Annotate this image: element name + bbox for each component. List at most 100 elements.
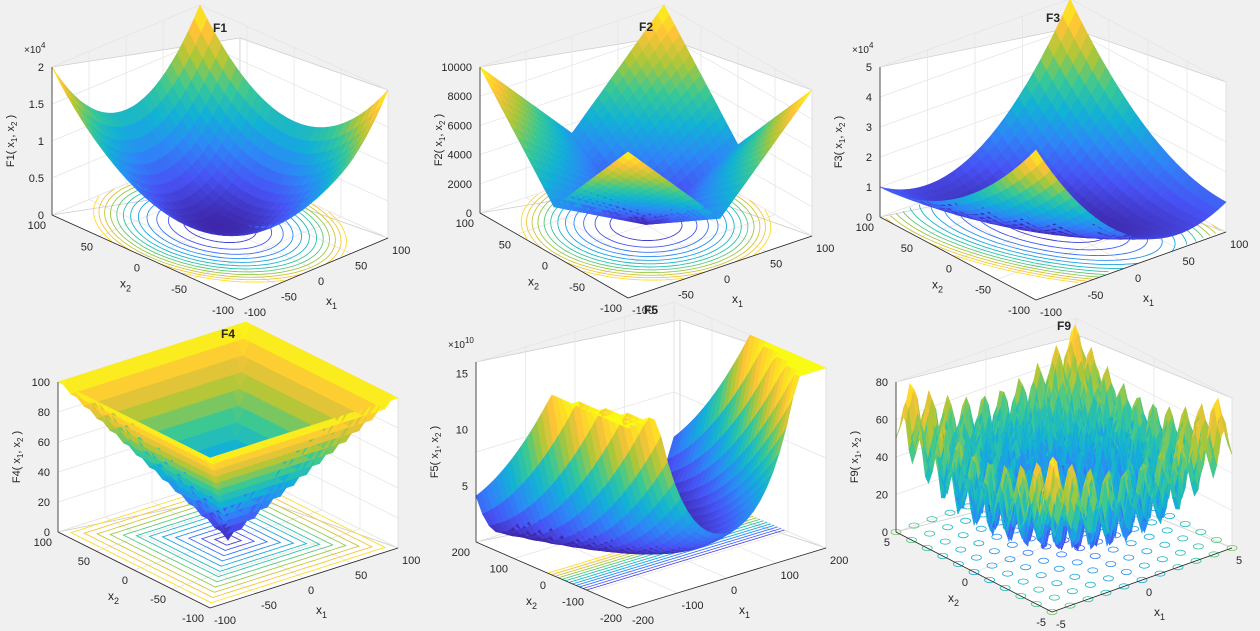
y-tick-label: -100	[182, 613, 204, 625]
x-label-sub: 1	[745, 610, 750, 620]
x-axis-label: x1	[739, 603, 750, 620]
x-tick-label: 50	[355, 261, 367, 273]
y-tick-label: -100	[212, 305, 234, 317]
x-axis-line	[239, 237, 389, 301]
z-label-pre: F4( x	[11, 458, 23, 484]
y-tick-label: 0	[122, 575, 128, 587]
x-tick-label: 50	[770, 259, 782, 271]
x-label-sub: 1	[332, 301, 337, 311]
x-axis-label: x1	[732, 292, 743, 309]
y-label-main: x	[932, 278, 938, 292]
x-tick-label: 50	[355, 570, 367, 582]
chart-f1: 00.511.52-100-50050100-100-50050100F1×10…	[5, 4, 410, 319]
x-tick-label: 50	[1183, 256, 1195, 268]
z-tick-label: 2	[866, 152, 872, 164]
z-label-post: )	[11, 431, 23, 438]
x-tick-label: 100	[816, 243, 834, 255]
z-tick-label: 40	[38, 467, 50, 479]
z-tick-label: 3	[866, 122, 872, 134]
y-label-sub: 2	[114, 596, 119, 606]
chart-title: F1	[213, 21, 227, 35]
z-label-sub1: 1	[838, 138, 847, 143]
z-tick-label: 60	[38, 437, 50, 449]
x-tick-label: 200	[830, 555, 848, 567]
surface-patch	[374, 89, 389, 112]
z-tick-label: 0	[38, 210, 44, 222]
x-tick-label: -200	[632, 615, 654, 627]
x-tick-label: 0	[308, 585, 314, 597]
x-tick-label: -50	[261, 600, 277, 612]
z-label-mid: , x	[433, 125, 445, 137]
z-label-mid: , x	[5, 126, 17, 138]
z-axis-label: F3( x1, x2 )	[833, 116, 847, 168]
z-label-sub2: 2	[10, 121, 19, 126]
y-tick-label: 50	[78, 556, 90, 568]
x-tick-label: -50	[678, 290, 694, 302]
x-tick-label: -100	[1040, 307, 1062, 319]
chart-title: F2	[639, 20, 653, 34]
chart-f2: 0200040006000800010000-100-50050100-100-…	[433, 4, 834, 317]
exponent-base: ×10	[448, 340, 465, 351]
z-tick-label: 20	[38, 497, 50, 509]
x-axis-line	[627, 235, 813, 299]
y-tick-label: 100	[34, 537, 52, 549]
y-tick-label: 100	[490, 564, 508, 576]
y-tick-label: -50	[975, 284, 991, 296]
z-tick-label: 5	[462, 481, 468, 493]
x-axis-label: x1	[1143, 291, 1154, 308]
z-exponent-label: ×104	[24, 41, 46, 56]
z-label-mid: , x	[833, 127, 845, 139]
y-tick-label: 100	[28, 220, 46, 232]
y-tick-label: 0	[540, 580, 546, 592]
y-tick-label: 100	[856, 222, 874, 234]
y-label-sub: 2	[534, 282, 539, 292]
z-axis-label: F4( x1, x2 )	[11, 431, 25, 483]
x-tick-label: -100	[682, 600, 704, 612]
chart-f5: 51015-200-1000100200-200-1000100200F5×10…	[429, 301, 848, 627]
x-label-sub: 1	[1149, 298, 1154, 308]
z-tick-label: 1	[38, 136, 44, 148]
y-gridline	[192, 68, 342, 280]
z-tick-label: 5	[866, 62, 872, 74]
y-label-sub: 2	[938, 285, 943, 295]
z-exponent-label: ×104	[852, 41, 874, 56]
y-axis-label: x2	[526, 594, 537, 611]
z-tick-label: 2	[38, 62, 44, 74]
z-axis-label: F5( x1, x2 )	[429, 426, 443, 478]
x-axis-label: x1	[316, 603, 327, 620]
y-label-sub: 2	[532, 601, 537, 611]
y-tick-label: 0	[542, 261, 548, 273]
y-tick-label: 0	[946, 264, 952, 276]
z-label-post: )	[5, 115, 17, 122]
y-tick-label: -100	[1008, 305, 1030, 317]
y-tick-label: -50	[569, 282, 585, 294]
z-label-sub2: 2	[438, 120, 447, 125]
x-label-main: x	[326, 294, 332, 308]
z-tick-label: 10	[456, 425, 468, 437]
y-axis-line	[51, 214, 241, 301]
z-label-sub1: 1	[10, 137, 19, 142]
z-label-mid: , x	[11, 442, 23, 454]
z-exponent-label: ×1010	[448, 336, 474, 351]
y-axis-label: x2	[108, 589, 119, 606]
x-tick-label: 0	[724, 274, 730, 286]
y-label-sub: 2	[126, 284, 131, 294]
z-tick-label: 2000	[448, 179, 472, 191]
y-tick-label: -50	[150, 594, 166, 606]
x-tick-label: -100	[632, 305, 654, 317]
y-tick-label: 200	[452, 547, 470, 559]
surface-mesh	[57, 321, 399, 541]
z-gridline	[879, 0, 1227, 83]
exponent-power: 10	[465, 336, 474, 345]
z-tick-label: 6000	[448, 120, 472, 132]
z-label-pre: F2( x	[433, 141, 445, 167]
x-tick-label: 100	[392, 245, 410, 257]
surface-mesh	[879, 0, 1227, 240]
z-axis-label: F2( x1, x2 )	[433, 114, 447, 166]
z-tick-label: 0.5	[29, 173, 44, 185]
y-tick-label: 50	[499, 239, 511, 251]
x-tick-label: -100	[244, 307, 266, 319]
y-axis-line	[479, 212, 629, 299]
x-axis-label: x1	[326, 294, 337, 311]
